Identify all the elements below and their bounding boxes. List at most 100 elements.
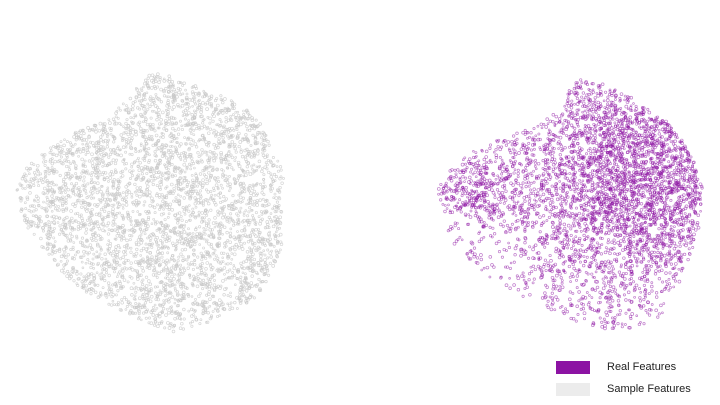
sample-feature-point xyxy=(146,217,151,222)
sample-feature-point xyxy=(97,187,101,191)
sample-feature-point xyxy=(146,188,149,191)
sample-feature-point xyxy=(182,271,185,275)
sample-feature-point xyxy=(199,251,203,255)
sample-feature-point xyxy=(127,181,132,186)
sample-feature-point xyxy=(121,285,125,289)
real-feature-point xyxy=(516,175,520,179)
sample-feature-point xyxy=(32,171,37,175)
sample-feature-point xyxy=(255,151,260,156)
sample-feature-point xyxy=(77,147,81,151)
real-feature-point xyxy=(560,279,564,282)
sample-feature-point xyxy=(72,135,76,139)
sample-feature-point xyxy=(208,174,213,178)
sample-feature-point xyxy=(197,98,201,102)
sample-feature-point xyxy=(213,248,217,252)
sample-feature-point xyxy=(238,234,242,238)
sample-feature-point xyxy=(192,248,195,252)
sample-feature-point xyxy=(86,258,90,262)
sample-feature-point xyxy=(168,279,172,283)
sample-feature-point xyxy=(249,124,253,128)
sample-feature-point xyxy=(62,271,66,275)
sample-feature-point xyxy=(102,209,107,213)
sample-feature-point xyxy=(238,182,243,187)
sample-feature-point xyxy=(158,77,162,81)
sample-feature-point xyxy=(104,292,108,296)
sample-feature-point xyxy=(196,255,200,259)
sample-feature-point xyxy=(183,294,186,298)
sample-feature-point xyxy=(193,310,197,313)
sample-feature-point xyxy=(271,207,274,211)
sample-feature-point xyxy=(30,204,34,208)
sample-feature-point xyxy=(64,171,68,176)
sample-feature-point xyxy=(172,199,176,203)
real-feature-point xyxy=(600,172,605,177)
sample-feature-point xyxy=(74,219,78,223)
sample-feature-point xyxy=(121,223,125,228)
sample-feature-point xyxy=(211,310,215,313)
sample-feature-point xyxy=(155,118,159,122)
sample-feature-point xyxy=(152,205,157,210)
sample-feature-point xyxy=(160,246,164,250)
sample-feature-point xyxy=(222,266,227,270)
real-feature-point xyxy=(639,208,644,212)
sample-feature-point xyxy=(155,85,159,89)
sample-feature-point xyxy=(182,186,186,191)
sample-feature-point xyxy=(109,303,114,307)
sample-feature-point xyxy=(158,75,162,79)
sample-feature-point xyxy=(226,184,230,188)
sample-feature-point xyxy=(188,276,192,279)
sample-feature-point xyxy=(173,272,176,276)
sample-feature-point xyxy=(220,168,224,172)
sample-feature-point xyxy=(175,264,179,269)
real-feature-point xyxy=(598,296,602,300)
sample-feature-point xyxy=(77,154,80,158)
sample-feature-point xyxy=(147,73,152,78)
sample-feature-point xyxy=(150,135,154,138)
sample-feature-point xyxy=(171,191,175,196)
sample-feature-point xyxy=(154,166,159,170)
sample-feature-point xyxy=(187,254,191,258)
sample-feature-point xyxy=(170,182,174,187)
sample-feature-point xyxy=(164,108,168,112)
sample-feature-point xyxy=(171,139,174,143)
sample-feature-point xyxy=(216,267,220,271)
sample-feature-point xyxy=(52,145,55,148)
real-feature-point xyxy=(523,287,527,291)
sample-feature-point xyxy=(54,195,59,200)
sample-feature-point xyxy=(111,219,116,224)
sample-feature-point xyxy=(250,209,254,212)
sample-feature-point xyxy=(188,263,192,267)
sample-feature-point xyxy=(242,266,246,271)
sample-feature-point xyxy=(191,207,195,211)
real-feature-point xyxy=(623,277,627,281)
sample-feature-point xyxy=(269,212,273,215)
sample-feature-point xyxy=(145,91,149,95)
sample-feature-point xyxy=(125,243,129,248)
sample-feature-point xyxy=(129,129,132,133)
sample-feature-point xyxy=(197,201,201,205)
sample-feature-point xyxy=(275,254,279,258)
sample-feature-point xyxy=(217,242,220,246)
sample-feature-point xyxy=(205,293,209,297)
sample-feature-point xyxy=(156,297,160,302)
sample-feature-point xyxy=(143,94,147,98)
sample-feature-point xyxy=(64,233,69,238)
sample-feature-point xyxy=(271,179,275,183)
sample-feature-point xyxy=(217,236,221,240)
sample-feature-point xyxy=(275,200,279,204)
sample-feature-point xyxy=(27,183,32,187)
sample-feature-point xyxy=(158,230,162,234)
sample-feature-point xyxy=(99,200,103,204)
sample-feature-point xyxy=(126,140,131,144)
sample-feature-point xyxy=(144,78,148,82)
sample-feature-point xyxy=(126,301,130,305)
real-feature-point xyxy=(673,262,678,266)
sample-feature-point xyxy=(177,90,181,95)
sample-feature-point xyxy=(184,97,188,101)
sample-feature-point xyxy=(267,226,271,229)
sample-feature-point xyxy=(120,286,124,290)
sample-feature-point xyxy=(201,299,205,304)
sample-feature-point xyxy=(277,234,281,238)
sample-feature-point xyxy=(143,155,147,158)
sample-feature-point xyxy=(226,134,229,138)
